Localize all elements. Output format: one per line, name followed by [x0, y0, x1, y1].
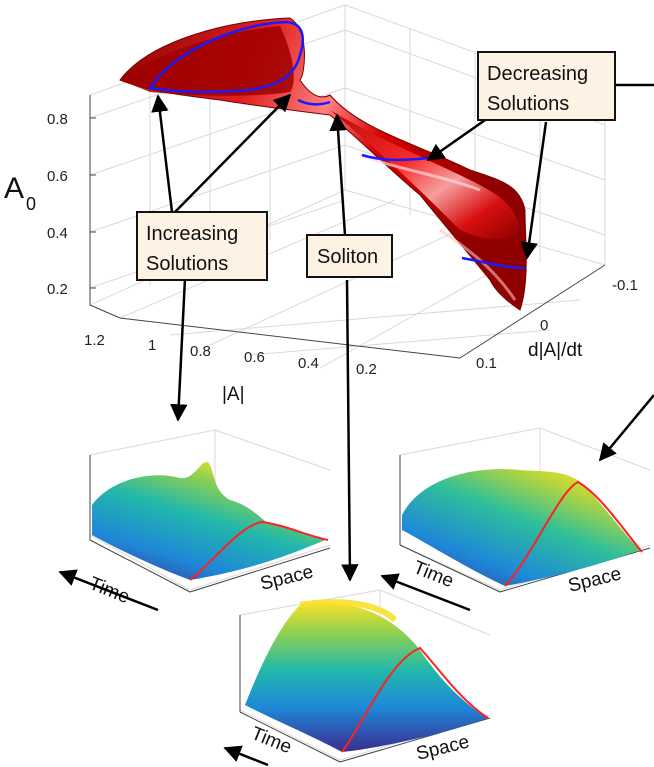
x-tick-label: 0.8	[190, 343, 211, 360]
soliton-profile	[341, 646, 489, 753]
increasing-profile	[189, 520, 329, 581]
y-axis-line	[459, 264, 606, 359]
time-arrow	[223, 745, 269, 767]
y-tick-label: -0.1	[612, 277, 638, 294]
y-tick-label: 0.1	[476, 355, 497, 372]
x-axis-line	[119, 317, 461, 359]
z-tick-label: 0.8	[47, 111, 68, 128]
z-axis-label-subscript: 0	[26, 194, 36, 214]
label-decreasing-solutions: Decreasing Solutions	[477, 51, 616, 121]
annotation-arrows	[151, 83, 654, 582]
z-tick-label: 0.6	[47, 168, 68, 185]
increasing-line-2: Solutions	[146, 253, 228, 275]
blue-solution-curves	[147, 20, 526, 270]
subplot-soliton: Time Space	[223, 589, 491, 767]
time-arrow	[58, 569, 159, 612]
decreasing-time-label: Time	[410, 557, 456, 592]
decreasing-line-1: Decreasing	[487, 63, 588, 85]
time-arrow	[380, 573, 471, 612]
x-tick-label: 0.6	[244, 349, 265, 366]
soliton-time-label: Time	[248, 723, 294, 758]
decreasing-surface	[402, 469, 640, 586]
z-tick-label: 0.4	[47, 225, 68, 242]
x-tick-label: 0.4	[298, 355, 319, 372]
increasing-space-label: Space	[258, 561, 315, 594]
x-axis-label: |A|	[222, 384, 245, 405]
soliton-label: Soliton	[317, 246, 378, 268]
subplot-increasing: Time Space	[58, 429, 331, 612]
decreasing-profile	[504, 480, 643, 587]
subplot-decreasing: Time Space	[380, 427, 651, 612]
increasing-surface	[92, 461, 325, 580]
decreasing-line-2: Solutions	[487, 93, 569, 115]
label-increasing-solutions: Increasing Solutions	[136, 211, 268, 281]
label-soliton: Soliton	[306, 234, 393, 278]
increasing-line-1: Increasing	[146, 223, 238, 245]
soliton-surface	[245, 602, 488, 752]
x-tick-label: 0.2	[356, 361, 377, 378]
main-3d-plot: 0.8 0.6 0.4 0.2 1.2 1 0.8 0.6 0.4 0.2 -0…	[4, 4, 638, 405]
x-ticks: 1.2 1 0.8 0.6 0.4 0.2	[84, 332, 377, 378]
y-axis-label: d|A|/dt	[528, 340, 583, 361]
y-ticks: -0.1 0 0.1	[476, 277, 638, 372]
x-tick-label: 1	[148, 337, 156, 354]
y-tick-label: 0	[540, 317, 548, 334]
z-tick-label: 0.2	[47, 281, 68, 298]
z-ticks: 0.8 0.6 0.4 0.2	[47, 111, 96, 298]
x-tick-label: 1.2	[84, 332, 105, 349]
z-axis-label: A	[4, 172, 24, 205]
